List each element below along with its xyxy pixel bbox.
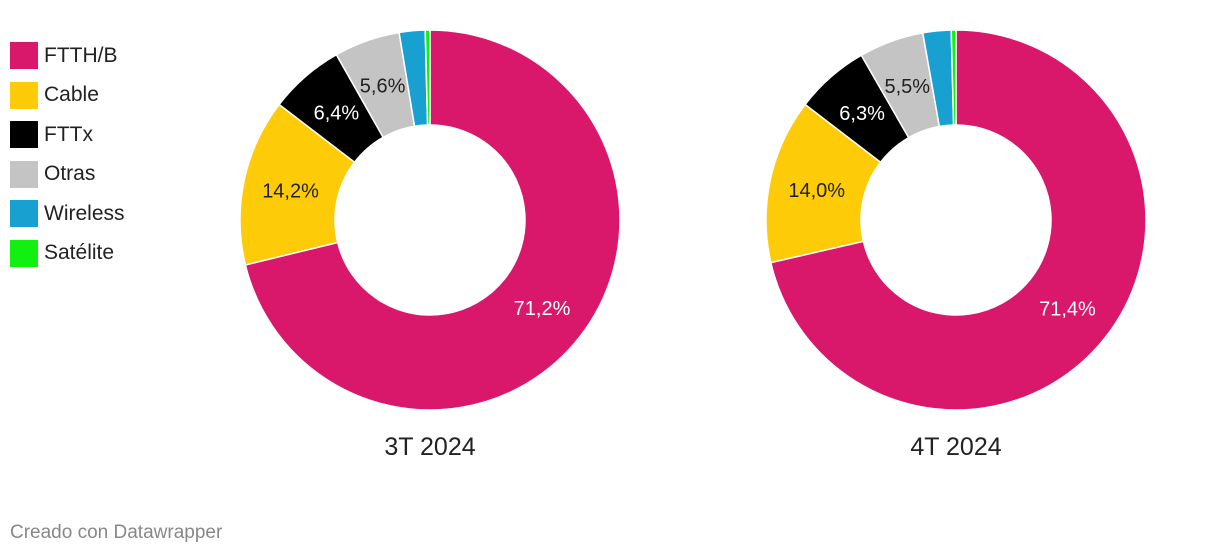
slice-value-label: 71,4% <box>1039 299 1096 321</box>
donut-slice <box>769 29 1147 411</box>
chart-title: 4T 2024 <box>910 433 1001 461</box>
slice-value-label: 14,2% <box>262 181 319 203</box>
slice-value-label: 5,5% <box>885 76 931 98</box>
legend-swatch <box>10 121 38 149</box>
slice-value-label: 6,4% <box>314 103 360 125</box>
legend-item-fttx: FTTx <box>10 121 125 149</box>
donut-slice <box>244 29 621 411</box>
legend-item-wireless: Wireless <box>10 200 125 228</box>
slice-value-label: 5,6% <box>360 76 406 98</box>
footer-credit: Creado con Datawrapper <box>10 522 223 543</box>
legend-swatch <box>10 160 38 188</box>
legend-item-satelite: Satélite <box>10 239 125 267</box>
chart-title: 3T 2024 <box>384 433 475 461</box>
legend-label: Cable <box>44 83 99 107</box>
legend-label: FTTx <box>44 122 93 146</box>
legend-label: Wireless <box>44 201 125 225</box>
legend-label: Satélite <box>44 241 115 265</box>
slice-value-label: 71,2% <box>514 298 571 320</box>
legend-item-otras: Otras <box>10 160 125 188</box>
legend-item-ftthb: FTTH/B <box>10 42 125 69</box>
slice-value-label: 14,0% <box>788 180 845 202</box>
donut-slice <box>950 29 957 126</box>
legend-label: FTTH/B <box>44 43 118 67</box>
legend-label: Otras <box>44 162 96 186</box>
legend-swatch <box>10 42 38 69</box>
slice-value-label: 6,3% <box>839 103 885 125</box>
legend-swatch <box>10 200 38 228</box>
legend-item-cable: Cable <box>10 81 125 109</box>
donut-slice <box>424 29 431 126</box>
legend-swatch <box>10 81 38 109</box>
legend-swatch <box>10 239 38 267</box>
legend: FTTH/B Cable FTTx Otras Wireless Satélit… <box>10 42 125 280</box>
